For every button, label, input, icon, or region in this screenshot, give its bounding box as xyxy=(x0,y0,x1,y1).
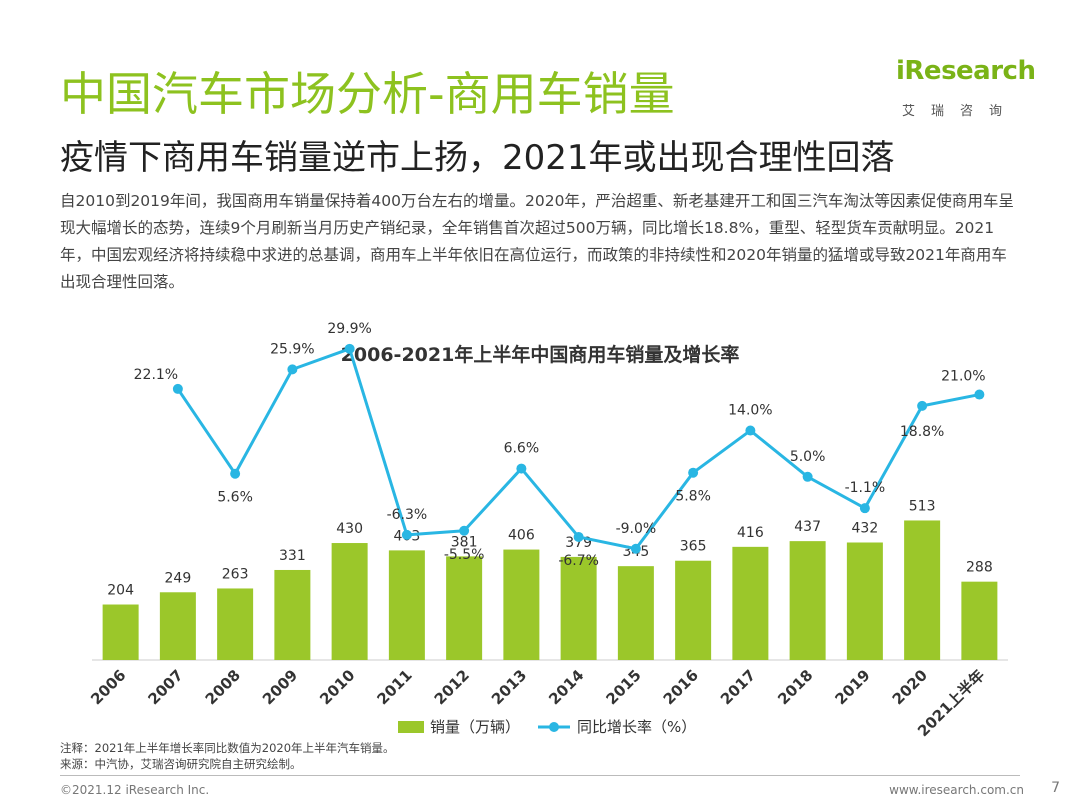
note-text: 注释：2021年上半年增长率同比数值为2020年上半年汽车销量。 xyxy=(60,741,395,755)
growth-point-2011 xyxy=(401,529,412,540)
growth-label-2014: -6.7% xyxy=(558,553,599,569)
x-label-2019: 2019 xyxy=(831,666,873,708)
bar-2012 xyxy=(446,556,483,660)
bar-label-2008: 263 xyxy=(222,566,249,582)
growth-label-2020: 18.8% xyxy=(900,424,944,440)
chart-notes: 注释：2021年上半年增长率同比数值为2020年上半年汽车销量。 来源：中汽协，… xyxy=(60,740,395,772)
bar-2015 xyxy=(617,566,654,660)
x-label-2018: 2018 xyxy=(774,666,816,708)
growth-point-2013 xyxy=(516,463,527,474)
logo-subtext: 艾瑞咨询 xyxy=(902,104,1019,119)
x-label-2010: 2010 xyxy=(316,666,358,708)
growth-point-2021上半年 xyxy=(974,389,985,400)
bar-2007 xyxy=(159,592,196,660)
growth-label-2008: 5.6% xyxy=(217,490,253,506)
bar-label-2020: 513 xyxy=(909,498,936,514)
footer-divider xyxy=(60,775,1020,776)
x-label-2014: 2014 xyxy=(545,666,587,708)
growth-label-2019: -1.1% xyxy=(845,480,886,496)
growth-point-2016 xyxy=(688,467,699,478)
bar-2021上半年 xyxy=(961,581,998,660)
bar-2009 xyxy=(274,569,311,660)
copyright: ©2021.12 iResearch Inc. xyxy=(60,783,210,797)
logo-text: iResearch xyxy=(896,56,1036,86)
legend-bar-swatch xyxy=(398,721,424,733)
x-label-2009: 2009 xyxy=(259,666,301,708)
growth-point-2012 xyxy=(459,525,470,536)
growth-line xyxy=(176,347,980,551)
bar-label-2016: 365 xyxy=(680,539,707,555)
page-title: 中国汽车市场分析-商用车销量 xyxy=(60,67,675,121)
growth-point-2019 xyxy=(859,503,870,514)
x-label-2020: 2020 xyxy=(889,666,931,708)
x-label-2015: 2015 xyxy=(602,666,644,708)
x-label-2013: 2013 xyxy=(488,666,530,708)
bar-2018 xyxy=(789,541,826,660)
legend-bar-label: 销量（万辆） xyxy=(430,718,520,736)
bar-2019 xyxy=(846,542,883,660)
growth-label-2009: 25.9% xyxy=(270,341,314,357)
bar-2017 xyxy=(732,546,769,660)
x-label-2016: 2016 xyxy=(660,666,702,708)
bar-2006 xyxy=(102,604,139,660)
growth-label-2013: 6.6% xyxy=(504,441,540,457)
bar-2010 xyxy=(331,543,368,660)
bar-2014 xyxy=(560,556,597,660)
bar-label-2018: 437 xyxy=(794,519,821,535)
x-label-2008: 2008 xyxy=(202,666,244,708)
page-subtitle: 疫情下商用车销量逆市上扬，2021年或出现合理性回落 xyxy=(60,138,895,178)
bar-label-2010: 430 xyxy=(336,521,363,537)
growth-label-2017: 14.0% xyxy=(728,403,772,419)
growth-point-2020 xyxy=(917,400,928,411)
iresearch-logo: iResearch 艾瑞咨询 xyxy=(896,56,1036,126)
legend-line-marker xyxy=(549,722,559,732)
bar-2008 xyxy=(217,588,254,660)
website-link[interactable]: www.iresearch.com.cn xyxy=(889,783,1024,797)
source-text: 来源：中汽协，艾瑞咨询研究院自主研究绘制。 xyxy=(60,757,302,771)
growth-point-2017 xyxy=(745,425,756,436)
growth-label-2015: -9.0% xyxy=(616,521,657,537)
bar-2020 xyxy=(904,520,941,660)
x-label-2011: 2011 xyxy=(373,666,415,708)
bar-label-2013: 406 xyxy=(508,528,535,544)
x-label-2007: 2007 xyxy=(144,666,186,708)
growth-point-2008 xyxy=(230,468,241,479)
chart-title: 2006-2021年上半年中国商用车销量及增长率 xyxy=(340,344,740,366)
growth-point-2010 xyxy=(344,343,355,354)
x-label-2006: 2006 xyxy=(87,666,129,708)
growth-label-2016: 5.8% xyxy=(675,489,711,505)
bar-label-2009: 331 xyxy=(279,548,306,564)
bar-label-2006: 204 xyxy=(107,583,134,599)
bar-label-2019: 432 xyxy=(852,520,879,536)
page-number: 7 xyxy=(1051,780,1060,796)
growth-label-2007: 22.1% xyxy=(134,367,178,383)
legend-line-label: 同比增长率（%） xyxy=(577,718,696,736)
growth-label-2018: 5.0% xyxy=(790,449,826,465)
bar-label-2017: 416 xyxy=(737,525,764,541)
bar-label-2021上半年: 288 xyxy=(966,560,993,576)
growth-point-2014 xyxy=(573,531,584,542)
growth-point-2007 xyxy=(172,383,183,394)
bar-label-2012: 381 xyxy=(451,534,478,550)
x-label-2012: 2012 xyxy=(431,666,473,708)
growth-label-2010: 29.9% xyxy=(327,321,371,337)
growth-label-2012: -5.5% xyxy=(444,547,485,563)
x-label-2017: 2017 xyxy=(717,666,759,708)
bar-2013 xyxy=(503,549,540,660)
bar-label-2007: 249 xyxy=(165,570,192,586)
growth-label-2011: -6.3% xyxy=(387,507,428,523)
bar-2016 xyxy=(675,560,712,660)
summary-paragraph: 自2010到2019年间，我国商用车销量保持着400万台左右的增量。2020年，… xyxy=(60,192,1014,291)
growth-point-2009 xyxy=(287,364,298,375)
bar-2011 xyxy=(388,550,425,660)
growth-label-2021上半年: 21.0% xyxy=(941,369,985,385)
growth-point-2015 xyxy=(630,543,641,554)
growth-point-2018 xyxy=(802,471,813,482)
